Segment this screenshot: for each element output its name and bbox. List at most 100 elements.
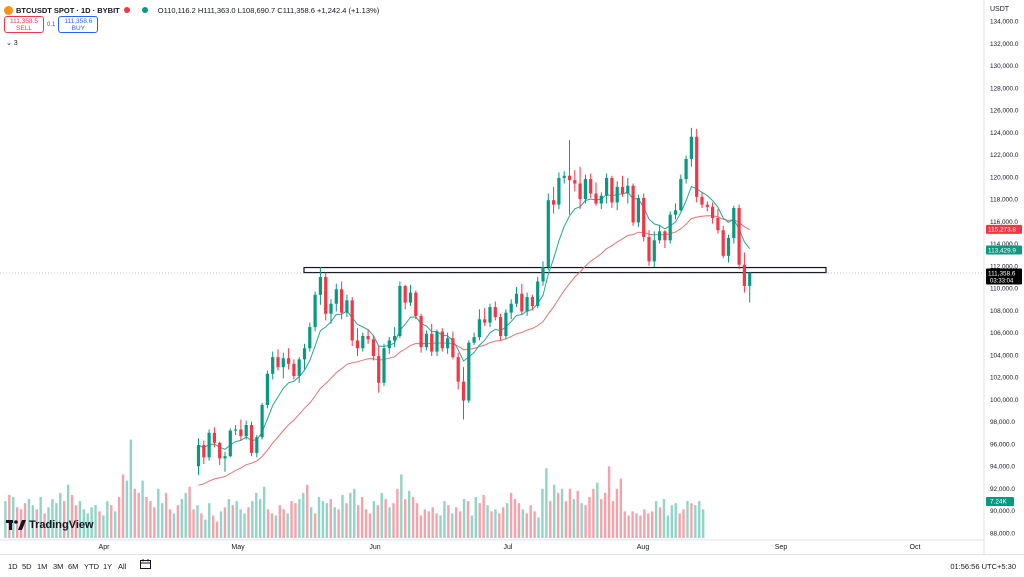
candle-body [271, 357, 275, 374]
last-price-tag-countdown: 03:33:04 [990, 279, 1014, 285]
candle-body [652, 240, 656, 262]
candle-body [748, 272, 752, 286]
y-tick-label: 124,000.0 [990, 130, 1019, 137]
volume-bar [66, 484, 70, 538]
volume-bar [286, 513, 289, 538]
volume-bar [121, 474, 125, 538]
volume-bar [447, 505, 450, 538]
volume-bar [164, 492, 168, 538]
currency-label[interactable]: USDT [990, 6, 1010, 13]
volume-bar [317, 497, 321, 538]
ema-fast-price-tag-bg [986, 245, 1022, 255]
clock-readout[interactable]: 01:56:56 UTC+5:30 [950, 562, 1016, 571]
volume-bar [431, 507, 434, 538]
ema-slow-price-tag-bg [986, 224, 1022, 234]
candle-body [726, 238, 731, 256]
candle-body [488, 307, 492, 323]
timeframe-1d[interactable]: 1D [8, 562, 18, 571]
candle-body [244, 425, 248, 437]
volume-bar [376, 505, 379, 538]
volume-bar [435, 513, 438, 538]
volume-bar [302, 492, 305, 538]
timeframe-1y[interactable]: 1Y [103, 562, 113, 571]
volume-bar [482, 494, 485, 538]
volume-bar [682, 509, 685, 538]
volume-bar [266, 509, 270, 538]
symbol-title[interactable]: BTCUSDT SPOT · 1D · BYBIT [16, 5, 120, 15]
volume-bar [525, 513, 528, 538]
candle-body [446, 338, 450, 349]
timeframe-ytd[interactable]: YTD [84, 562, 99, 571]
timeframe-3m[interactable]: 3M [53, 562, 64, 571]
volume-bar [647, 513, 650, 538]
timeframe-all[interactable]: All [118, 562, 127, 571]
volume-bar [4, 501, 7, 538]
candle-body [705, 204, 709, 207]
volume-bar [161, 503, 164, 538]
volume-bar [129, 439, 133, 538]
candle-body [456, 357, 460, 382]
volume-bar [388, 507, 391, 538]
volume-bar [251, 501, 254, 538]
candle-body [514, 293, 519, 304]
candle-body [732, 207, 736, 239]
candle-body [679, 179, 683, 211]
candle-body [695, 136, 699, 197]
candle-body [324, 277, 328, 314]
live-status-icon [141, 7, 148, 13]
candle-body [631, 185, 635, 223]
volume-bar [455, 507, 458, 538]
volume-bar [141, 480, 144, 538]
sell-button[interactable]: 111,358.5 SELL [4, 16, 44, 33]
volume-bar [380, 492, 383, 538]
candle-body [202, 445, 206, 458]
x-tick-label: Oct [910, 544, 921, 551]
volume-bar [392, 503, 395, 538]
candle-body [493, 307, 497, 318]
price-chart[interactable]: 134,000.0 132,000.0 130,000.0 128,000.0 126,… [0, 0, 1024, 554]
volume-bar [110, 505, 113, 538]
price-axis[interactable]: 134,000.0 132,000.0 130,000.0 128,000.0 126,… [983, 0, 1019, 554]
indicators-toggle[interactable]: ⌄ 3 [6, 40, 18, 47]
candle-body [345, 300, 349, 313]
buy-button[interactable]: 111,358.6 BUY [58, 16, 99, 33]
volume-bar [654, 501, 658, 538]
timeframe-1m[interactable]: 1M [37, 562, 48, 571]
ohlc-readout: O110,116.2 H111,363.0 L108,690.7 C111,35… [157, 5, 380, 15]
volume-bar [219, 511, 223, 538]
volume-bar [384, 499, 387, 538]
volume-bar [321, 501, 325, 538]
volume-bar [419, 515, 423, 538]
calendar-icon[interactable] [140, 559, 151, 569]
time-axis[interactable]: Apr May Jun Jul Aug Sep Oct [0, 539, 984, 551]
candle-body [393, 335, 397, 341]
volume-bar [427, 511, 430, 538]
y-tick-label: 88,000.0 [990, 531, 1015, 538]
support-resistance-zone[interactable] [303, 266, 827, 274]
candle-body [377, 356, 381, 383]
volume-bar [502, 507, 505, 538]
y-tick-label: 130,000.0 [990, 63, 1019, 70]
volume-bar [259, 499, 262, 538]
volume-bar [12, 497, 15, 538]
candle-body [302, 348, 307, 360]
candle-body [281, 358, 285, 368]
volume-bar [568, 488, 572, 538]
volume-bar [223, 507, 227, 538]
y-tick-label: 126,000.0 [990, 108, 1019, 115]
volume-bar [553, 484, 556, 538]
volume-bar [341, 494, 344, 538]
candle-body [355, 340, 360, 349]
timeframe-6m[interactable]: 6M [68, 562, 79, 571]
ema-slow-line [198, 215, 750, 486]
volume-bar [168, 509, 172, 538]
candle-body [260, 405, 264, 438]
volume-bar [200, 513, 203, 538]
candle-body [663, 231, 667, 241]
candle-body [546, 200, 550, 267]
volume-bar [208, 503, 211, 538]
volume-bar [184, 492, 187, 538]
timeframe-5d[interactable]: 5D [22, 562, 32, 571]
candle-body [398, 285, 402, 336]
volume-bar [615, 488, 619, 538]
